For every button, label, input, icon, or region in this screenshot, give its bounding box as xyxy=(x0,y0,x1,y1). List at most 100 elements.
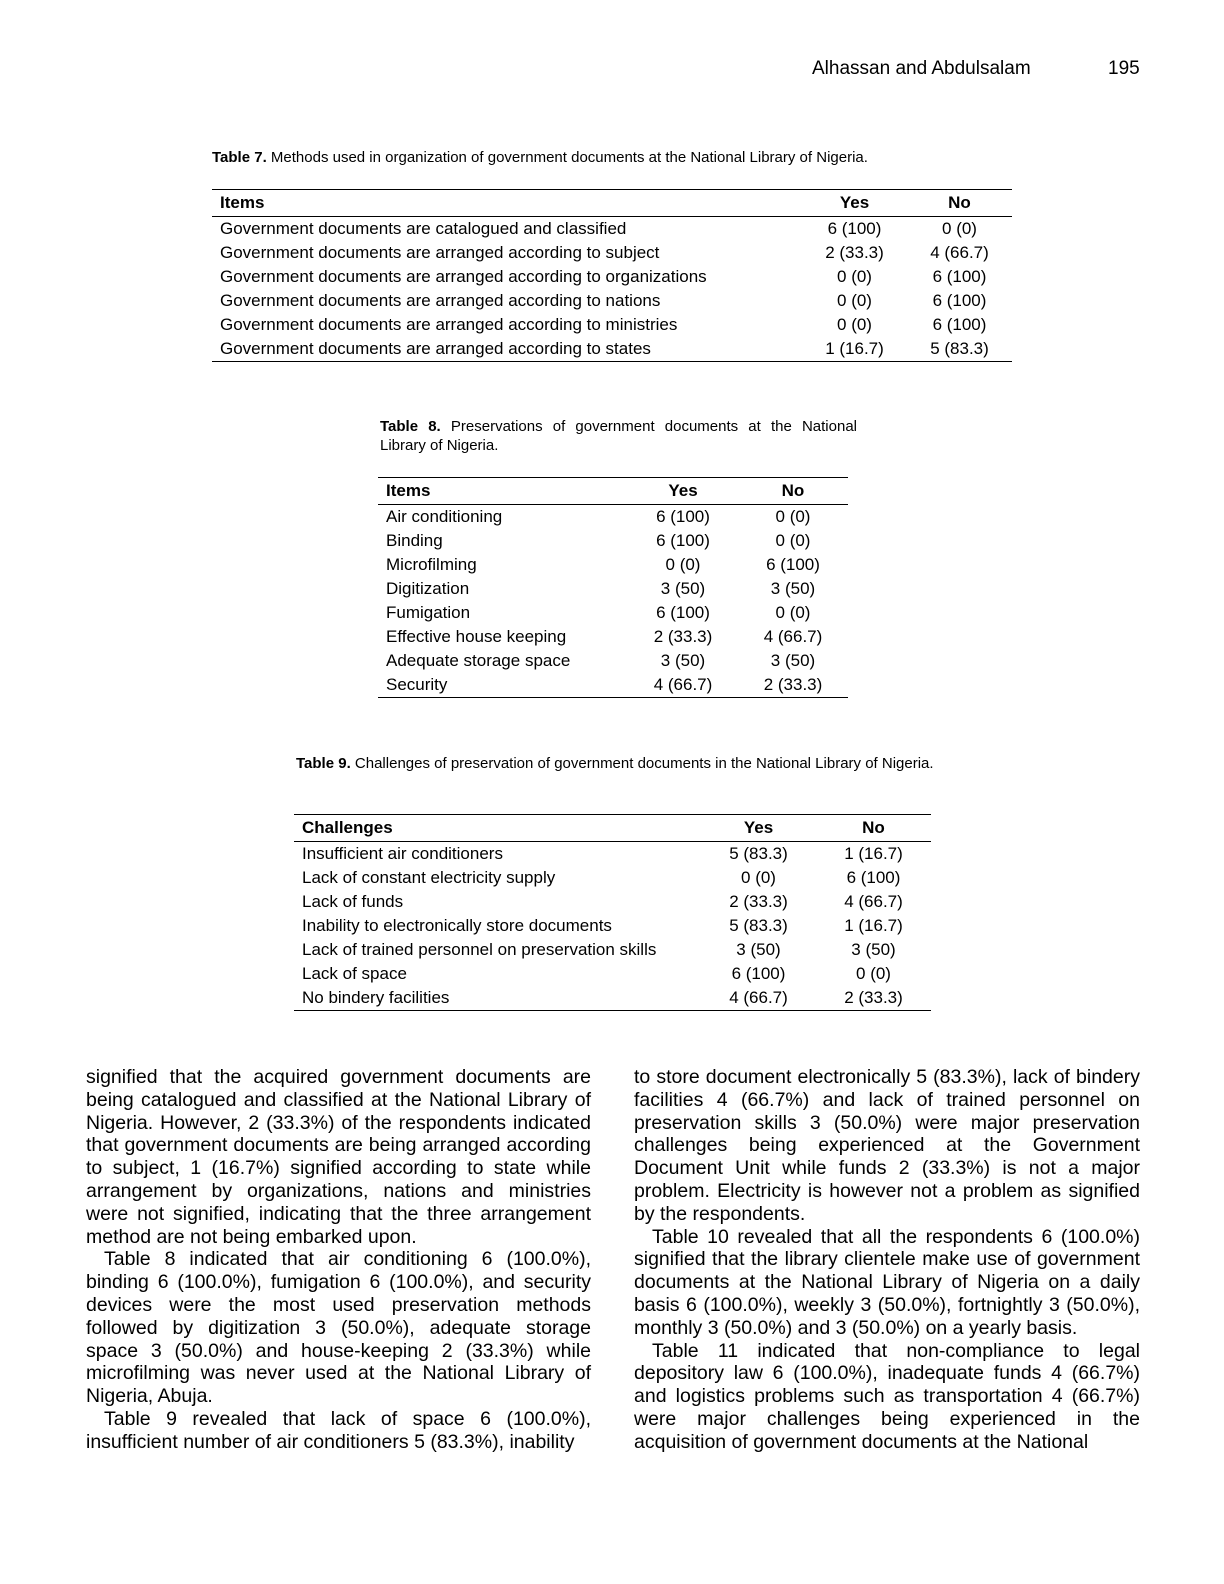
table7-yes-cell: 0 (0) xyxy=(837,267,872,286)
table9-no-cell: 6 (100) xyxy=(846,868,901,887)
table8-item-cell: Effective house keeping xyxy=(386,627,567,646)
table-row: No bindery facilities 4 (66.7) 2 (33.3) xyxy=(294,986,931,1011)
table7-no-cell: 6 (100) xyxy=(932,267,987,286)
table-row: Inability to electronically store docume… xyxy=(294,914,931,938)
table9-challenge-cell: Lack of constant electricity supply xyxy=(302,868,556,887)
table-row: Effective house keeping 2 (33.3) 4 (66.7… xyxy=(378,625,848,649)
table8-item-cell: Microfilming xyxy=(386,555,477,574)
table8-no-cell: 0 (0) xyxy=(775,531,811,550)
body-left-column: signified that the acquired government d… xyxy=(86,1066,591,1454)
body-paragraph: Table 10 revealed that all the responden… xyxy=(634,1225,1140,1339)
table9-challenge-cell: Lack of funds xyxy=(302,892,404,911)
table9-no-cell: 1 (16.7) xyxy=(844,916,903,935)
table-row: Security 4 (66.7) 2 (33.3) xyxy=(378,673,848,698)
table8-item-cell: Digitization xyxy=(386,579,470,598)
table9-yes-cell: 3 (50) xyxy=(736,940,781,959)
table8-item-cell: Fumigation xyxy=(386,603,471,622)
table9-header-yes: Yes xyxy=(701,814,816,842)
page-number: 195 xyxy=(1108,58,1140,79)
table-row: Lack of trained personnel on preservatio… xyxy=(294,938,931,962)
table8-yes-cell: 4 (66.7) xyxy=(653,675,713,694)
table9-yes-cell: 5 (83.3) xyxy=(729,916,788,935)
table9-yes-cell: 6 (100) xyxy=(731,964,786,983)
table7-no-cell: 6 (100) xyxy=(932,315,987,334)
table-row: Lack of space 6 (100) 0 (0) xyxy=(294,962,931,986)
table8-yes-cell: 3 (50) xyxy=(660,579,706,598)
table8-no-cell: 3 (50) xyxy=(770,651,816,670)
table7-no-cell: 5 (83.3) xyxy=(930,339,989,358)
table8-no-cell: 4 (66.7) xyxy=(763,627,823,646)
table8-header-items: Items xyxy=(378,477,628,505)
table8-item-cell: Security xyxy=(386,675,448,694)
table7-yes-cell: 2 (33.3) xyxy=(825,243,884,262)
table9-no-cell: 0 (0) xyxy=(856,964,891,983)
table9-header-row: Challenges Yes No xyxy=(294,814,931,842)
table-row: Government documents are arranged accord… xyxy=(212,337,1012,362)
body-paragraph: Table 8 indicated that air conditioning … xyxy=(86,1248,591,1408)
table7-no-cell: 4 (66.7) xyxy=(930,243,989,262)
table8-no-cell: 6 (100) xyxy=(766,555,820,574)
body-paragraph: to store document electronically 5 (83.3… xyxy=(634,1066,1140,1225)
table9-challenge-cell: Lack of trained personnel on preservatio… xyxy=(302,940,657,959)
table7-item-cell: Government documents are arranged accord… xyxy=(220,291,661,310)
table7-item-cell: Government documents are catalogued and … xyxy=(220,219,627,238)
body-paragraph: Table 11 indicated that non-compliance t… xyxy=(634,1339,1140,1453)
table9-caption: Table 9. Challenges of preservation of g… xyxy=(296,754,941,773)
table9-caption-label: Table 9. xyxy=(296,755,351,772)
table7-item-cell: Government documents are arranged accord… xyxy=(220,267,707,286)
table9: Challenges Yes No Insufficient air condi… xyxy=(294,814,931,1011)
table8-no-cell: 0 (0) xyxy=(775,507,811,526)
table7-no-cell: 6 (100) xyxy=(932,291,987,310)
table9-challenge-cell: Insufficient air conditioners xyxy=(302,844,503,863)
table-row: Government documents are arranged accord… xyxy=(212,289,1012,313)
table9-caption-text: Challenges of preservation of government… xyxy=(350,755,934,772)
table8-yes-cell: 6 (100) xyxy=(656,531,710,550)
table9-header-no: No xyxy=(816,814,931,842)
table7-caption-text: Methods used in organization of governme… xyxy=(266,149,868,166)
table7-item-cell: Government documents are arranged accord… xyxy=(220,339,651,358)
table8-yes-cell: 3 (50) xyxy=(660,651,706,670)
table8-caption-label: Table 8. xyxy=(380,418,441,435)
table7-item-cell: Government documents are arranged accord… xyxy=(220,315,678,334)
table7-header-yes: Yes xyxy=(802,189,907,217)
table-row: Government documents are catalogued and … xyxy=(212,217,1012,242)
table8-no-cell: 3 (50) xyxy=(770,579,816,598)
table8-header-row: Items Yes No xyxy=(378,477,848,505)
table7-caption: Table 7. Methods used in organization of… xyxy=(212,148,972,167)
table8-item-cell: Adequate storage space xyxy=(386,651,571,670)
table9-no-cell: 2 (33.3) xyxy=(844,988,903,1007)
table8-caption: Table 8. Preservations of government doc… xyxy=(380,417,857,455)
table-row: Air conditioning 6 (100) 0 (0) xyxy=(378,505,848,530)
body-paragraph: Table 9 revealed that lack of space 6 (1… xyxy=(86,1407,591,1453)
table7-item-cell: Government documents are arranged accord… xyxy=(220,243,660,262)
table9-no-cell: 3 (50) xyxy=(851,940,896,959)
table7-caption-label: Table 7. xyxy=(212,149,267,166)
table9-header-challenges: Challenges xyxy=(294,814,701,842)
table9-no-cell: 4 (66.7) xyxy=(844,892,903,911)
table7: Items Yes No Government documents are ca… xyxy=(212,189,1012,362)
table8-header-no: No xyxy=(738,477,848,505)
body-right-column: to store document electronically 5 (83.3… xyxy=(634,1066,1140,1454)
table7-yes-cell: 6 (100) xyxy=(827,219,882,238)
table7-header-row: Items Yes No xyxy=(212,189,1012,217)
table-row: Microfilming 0 (0) 6 (100) xyxy=(378,553,848,577)
table-row: Adequate storage space 3 (50) 3 (50) xyxy=(378,649,848,673)
table8-item-cell: Binding xyxy=(386,531,443,550)
table8: Items Yes No Air conditioning 6 (100) 0 … xyxy=(378,477,848,698)
table9-yes-cell: 5 (83.3) xyxy=(729,844,788,863)
table-row: Government documents are arranged accord… xyxy=(212,265,1012,289)
table8-yes-cell: 2 (33.3) xyxy=(653,627,713,646)
table7-yes-cell: 1 (16.7) xyxy=(825,339,884,358)
table-row: Government documents are arranged accord… xyxy=(212,313,1012,337)
table7-header-no: No xyxy=(907,189,1012,217)
table9-no-cell: 1 (16.7) xyxy=(844,844,903,863)
table8-yes-cell: 6 (100) xyxy=(656,507,710,526)
body-paragraph: signified that the acquired government d… xyxy=(86,1066,591,1248)
table-row: Lack of funds 2 (33.3) 4 (66.7) xyxy=(294,890,931,914)
table7-yes-cell: 0 (0) xyxy=(837,315,872,334)
table8-caption-text: Preservations of government documents at… xyxy=(380,418,857,454)
table9-challenge-cell: No bindery facilities xyxy=(302,988,450,1007)
table-row: Fumigation 6 (100) 0 (0) xyxy=(378,601,848,625)
table8-yes-cell: 6 (100) xyxy=(656,603,710,622)
table9-yes-cell: 0 (0) xyxy=(741,868,776,887)
